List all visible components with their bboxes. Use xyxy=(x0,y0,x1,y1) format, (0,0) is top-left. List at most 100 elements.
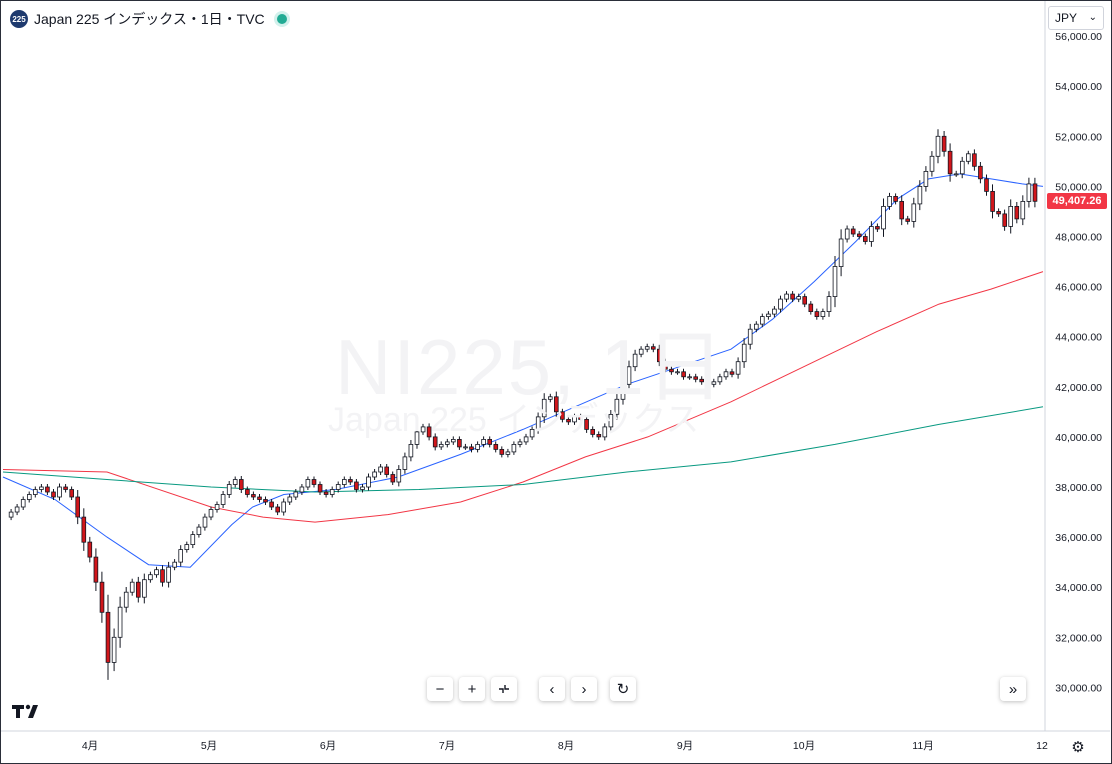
candle-up xyxy=(517,441,523,445)
candle-up xyxy=(796,296,801,300)
candle-up xyxy=(123,591,129,608)
candle-down xyxy=(251,494,256,498)
price-tick-label: 46,000.00 xyxy=(1055,282,1102,294)
price-tick-label: 34,000.00 xyxy=(1055,582,1102,594)
candle-up xyxy=(626,366,632,385)
candle-up xyxy=(111,636,117,663)
scroll-right-button[interactable]: › xyxy=(571,677,597,701)
candle-down xyxy=(81,516,87,543)
scroll-left-button[interactable]: ‹ xyxy=(539,677,565,701)
symbol-badge[interactable]: 225 xyxy=(10,10,28,28)
ma-mid-line xyxy=(2,271,1044,523)
candle-down xyxy=(863,236,868,242)
candle-down xyxy=(893,195,898,202)
candle-up xyxy=(717,376,723,383)
reset-scale-icon xyxy=(499,685,509,693)
jump-to-latest-button[interactable]: » xyxy=(1000,677,1026,701)
candle-down xyxy=(996,210,1001,215)
price-tick-label: 40,000.00 xyxy=(1055,432,1102,444)
time-tick-label: 5月 xyxy=(201,740,217,752)
candle-up xyxy=(675,371,680,374)
candle-down xyxy=(663,361,668,370)
candle-up xyxy=(620,383,626,400)
candle-up xyxy=(784,293,789,300)
candle-up xyxy=(760,316,765,325)
candle-up xyxy=(832,266,838,298)
candle-up xyxy=(305,479,311,488)
candle-down xyxy=(426,426,432,438)
time-tick-label: 12 xyxy=(1036,740,1048,752)
candle-up xyxy=(329,489,335,495)
symbol-title[interactable]: Japan 225 インデックス・1日・TVC xyxy=(34,11,265,27)
price-tick-label: 48,000.00 xyxy=(1055,231,1102,243)
candle-down xyxy=(269,501,274,508)
candle-up xyxy=(220,494,226,505)
tradingview-logo-icon[interactable] xyxy=(12,702,44,720)
candle-down xyxy=(729,371,735,375)
candle-up xyxy=(154,569,159,576)
candle-up xyxy=(935,135,941,157)
candle-up xyxy=(39,486,44,490)
candle-down xyxy=(566,418,571,423)
candle-down xyxy=(87,541,93,558)
candle-up xyxy=(444,441,450,445)
moving-averages xyxy=(2,173,1044,568)
zoom-in-button[interactable]: + xyxy=(459,677,485,701)
candle-up xyxy=(602,426,608,438)
zoom-out-button[interactable]: − xyxy=(427,677,453,701)
ma-short-line xyxy=(2,173,1044,568)
time-tick-label: 7月 xyxy=(439,740,455,752)
candle-up xyxy=(772,308,777,315)
time-tick-label: 11月 xyxy=(912,740,933,752)
reset-scale-button[interactable] xyxy=(491,677,517,701)
candle-down xyxy=(245,489,250,495)
candle-up xyxy=(929,155,935,172)
candle-up xyxy=(372,471,377,478)
candle-up xyxy=(881,205,886,230)
candle-up xyxy=(26,494,32,500)
candle-down xyxy=(875,226,880,230)
gear-icon[interactable]: ⚙ xyxy=(1071,739,1085,756)
candle-up xyxy=(638,348,644,355)
candle-up xyxy=(438,443,444,448)
chevron-down-icon: ⌄ xyxy=(1088,12,1097,23)
candle-down xyxy=(905,218,910,222)
time-tick-label: 9月 xyxy=(677,740,693,752)
candle-up xyxy=(408,443,414,458)
candle-down xyxy=(348,479,353,483)
candle-up xyxy=(414,431,420,445)
candle-up xyxy=(293,491,299,498)
candle-down xyxy=(354,481,359,490)
market-status-dot[interactable] xyxy=(276,14,287,24)
candle-down xyxy=(160,569,165,583)
candle-down xyxy=(808,303,814,313)
reset-chart-button[interactable]: ↻ xyxy=(610,677,636,701)
candle-down xyxy=(584,418,589,430)
candle-up xyxy=(923,170,929,187)
candle-up xyxy=(1026,183,1032,202)
candle-up xyxy=(166,566,171,583)
candle-up xyxy=(523,436,529,443)
ma-long-line xyxy=(2,406,1044,493)
candle-down xyxy=(45,486,50,493)
candle-down xyxy=(493,443,499,450)
symbol-header: 225 Japan 225 インデックス・1日・TVC xyxy=(10,9,287,29)
candle-down xyxy=(99,581,105,613)
time-tick-label: 10月 xyxy=(793,740,815,752)
candle-up xyxy=(360,486,365,490)
candle-down xyxy=(990,190,995,212)
candle-up xyxy=(826,296,832,313)
candle-down xyxy=(469,446,474,450)
currency-selector[interactable]: JPY ⌄ xyxy=(1048,6,1104,30)
price-tick-label: 50,000.00 xyxy=(1055,181,1102,193)
scroll-toolbar: ‹ › xyxy=(539,677,597,701)
candle-up xyxy=(608,413,614,428)
candle-up xyxy=(766,313,771,318)
candle-up xyxy=(8,511,14,518)
candle-up xyxy=(541,398,547,418)
candle-up xyxy=(644,346,650,350)
candle-up xyxy=(184,544,190,550)
candle-up xyxy=(196,526,202,535)
price-tick-label: 56,000.00 xyxy=(1055,31,1102,43)
